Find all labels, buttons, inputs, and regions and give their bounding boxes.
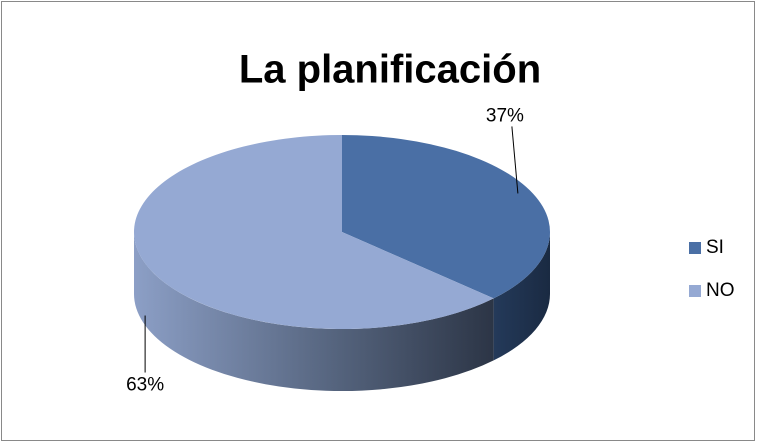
pie-side [493,232,550,361]
data-label: 37% [486,105,524,126]
chart-title: La planificación [239,48,541,92]
legend-swatch [689,285,701,297]
pie-slice [134,135,494,329]
data-label: 63% [126,375,164,396]
pie-slice [342,135,550,299]
legend-label: SI [706,237,724,258]
legend-label: NO [706,280,735,301]
legend-swatch [689,242,701,254]
pie-side [134,232,494,391]
leader-line [511,126,519,194]
